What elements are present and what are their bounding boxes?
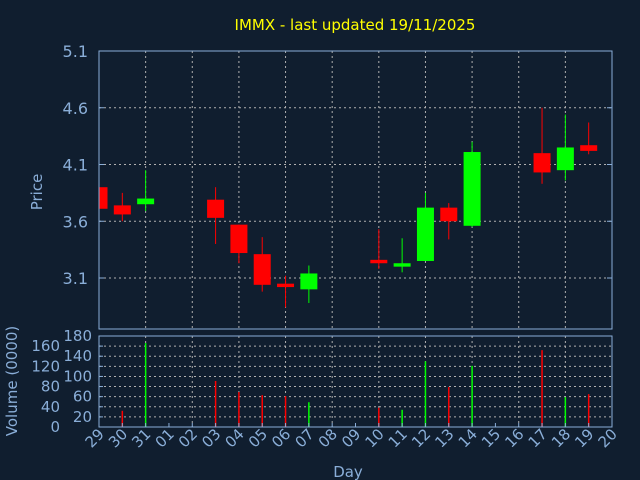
price-tick-label: 3.1 [63, 269, 88, 288]
volume-axis-label: Volume (0000) [3, 326, 21, 436]
candle-body [393, 263, 411, 267]
volume-tick-label: 120 [31, 357, 60, 375]
candle-body [230, 224, 248, 254]
x-tick-label: 12 [408, 425, 434, 451]
candle-body [580, 145, 598, 151]
volume-tick-label: 40 [41, 398, 60, 416]
volume-plot-frame [98, 335, 613, 428]
x-axis-label: Day [333, 463, 363, 480]
x-tick-label: 03 [198, 425, 224, 451]
candle-body [463, 152, 481, 226]
x-tick-label: 19 [571, 425, 597, 451]
x-tick-label: 04 [222, 425, 248, 451]
price-tick-label: 5.1 [63, 42, 88, 61]
x-tick-label: 17 [525, 425, 551, 451]
volume-tick-label: 100 [63, 367, 92, 385]
candle-body [99, 187, 108, 209]
candle-body [416, 207, 434, 261]
price-tick-label: 4.1 [63, 156, 88, 175]
x-tick-label: 16 [501, 425, 527, 451]
volume-tick-label: 180 [63, 327, 92, 345]
candle-body [556, 147, 574, 171]
chart-title: IMMX - last updated 19/11/2025 [235, 16, 476, 34]
x-tick-label: 20 [595, 425, 621, 451]
candle-body [533, 153, 551, 173]
volume-tick-label: 20 [73, 408, 92, 426]
price-axis-label: Price [28, 174, 46, 211]
candle-body [207, 199, 225, 218]
candle-body [277, 283, 295, 288]
x-tick-label: 07 [291, 425, 317, 451]
x-tick-label: 18 [548, 425, 574, 451]
x-tick-label: 08 [315, 425, 341, 451]
volume-tick-label: 80 [41, 378, 60, 396]
x-tick-label: 05 [245, 425, 271, 451]
volume-tick-label: 160 [31, 337, 60, 355]
x-tick-label: 11 [385, 425, 411, 451]
volume-tick-label: 60 [73, 388, 92, 406]
price-tick-label: 4.6 [63, 99, 88, 118]
candle-body [440, 207, 458, 222]
volume-tick-label: 0 [50, 418, 60, 436]
x-tick-label: 15 [478, 425, 504, 451]
x-tick-label: 10 [361, 425, 387, 451]
candle-body [137, 198, 155, 205]
x-tick-label: 13 [431, 425, 457, 451]
x-tick-label: 01 [152, 425, 178, 451]
x-tick-label: 02 [175, 425, 201, 451]
x-tick-label: 31 [128, 425, 154, 451]
candle-body [300, 273, 318, 290]
candle-body [113, 205, 131, 215]
x-tick-label: 06 [268, 425, 294, 451]
x-tick-label: 09 [338, 425, 364, 451]
x-tick-label: 29 [82, 425, 108, 451]
x-tick-label: 14 [455, 425, 481, 451]
volume-tick-label: 140 [63, 347, 92, 365]
candle-body [370, 259, 388, 264]
candle-body [253, 254, 271, 285]
x-tick-label: 30 [105, 425, 131, 451]
price-plot-frame [98, 50, 613, 330]
price-tick-label: 3.6 [63, 212, 88, 231]
